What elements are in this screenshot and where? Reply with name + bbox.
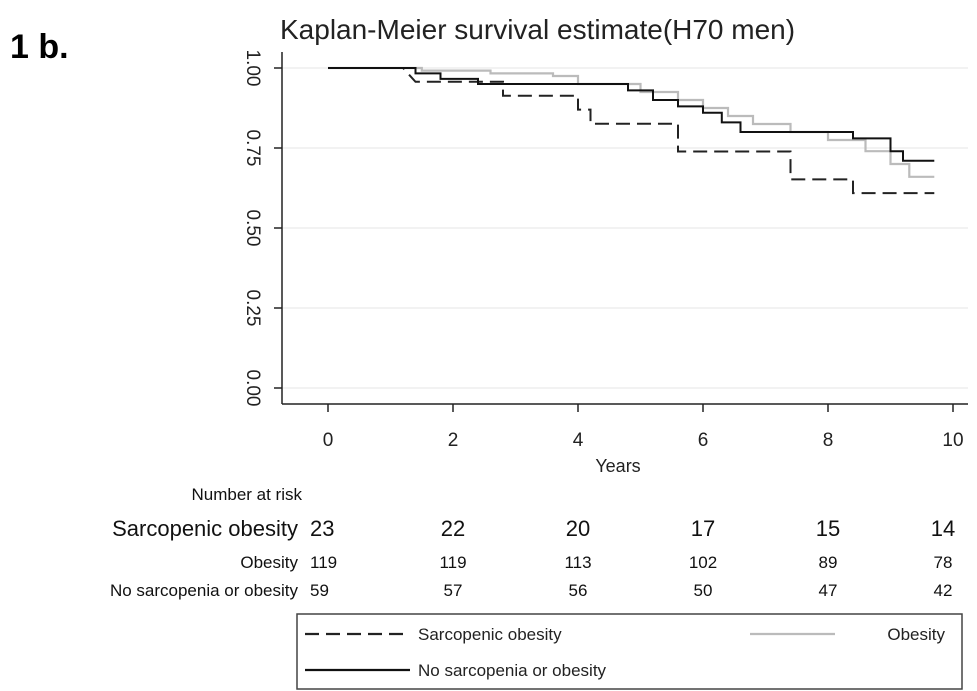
risk-value-1-0: 119: [310, 553, 337, 572]
y-tick-label-1: 0.25: [242, 290, 263, 327]
grid-layer: [282, 67, 968, 389]
risk-value-2-2: 56: [569, 581, 588, 600]
risk-value-2-1: 57: [444, 581, 463, 600]
legend-label-0: Sarcopenic obesity: [418, 625, 562, 644]
series-line-1: [328, 66, 935, 178]
x-axis-title: Years: [595, 456, 640, 476]
risk-value-1-2: 113: [564, 553, 591, 572]
x-tick-label-1: 2: [448, 430, 459, 451]
risk-value-1-1: 119: [439, 553, 466, 572]
risk-value-0-3: 17: [691, 516, 715, 541]
risk-table-title: Number at risk: [191, 485, 302, 504]
series-line-2: [328, 67, 935, 162]
x-tick-label-3: 6: [698, 430, 709, 451]
risk-value-0-5: 14: [931, 516, 955, 541]
y-tick-label-3: 0.75: [242, 130, 263, 167]
y-tick-label-2: 0.50: [242, 210, 263, 247]
series-layer: [328, 66, 935, 195]
risk-value-2-4: 47: [819, 581, 838, 600]
legend-label-1: Obesity: [887, 625, 945, 644]
risk-value-0-2: 20: [566, 516, 590, 541]
axis-layer: 0.00 0.25 0.50 0.75 1.00 0 2 4 6 8 10: [242, 50, 968, 451]
risk-row-label-1: Obesity: [240, 553, 298, 572]
legend: Sarcopenic obesity Obesity No sarcopenia o…: [296, 613, 963, 690]
x-tick-label-2: 4: [573, 430, 584, 451]
risk-value-2-3: 50: [694, 581, 713, 600]
series-line-0: [328, 67, 935, 195]
legend-label-2: No sarcopenia or obesity: [418, 661, 607, 680]
panel-label: 1 b.: [10, 28, 69, 66]
risk-value-1-5: 78: [934, 553, 953, 572]
x-tick-label-5: 10: [942, 430, 963, 451]
risk-value-0-4: 15: [816, 516, 840, 541]
x-tick-label-0: 0: [323, 430, 334, 451]
y-tick-label-0: 0.00: [242, 370, 263, 407]
risk-value-0-0: 23: [310, 516, 334, 541]
x-tick-label-4: 8: [823, 430, 834, 451]
legend-box: [296, 613, 963, 690]
risk-value-2-5: 42: [934, 581, 953, 600]
risk-value-1-4: 89: [819, 553, 838, 572]
y-tick-label-4: 1.00: [242, 50, 263, 87]
risk-value-1-3: 102: [689, 553, 717, 572]
risk-row-label-0: Sarcopenic obesity: [112, 516, 298, 541]
risk-value-0-1: 22: [441, 516, 465, 541]
number-at-risk-table: Number at risk Sarcopenic obesity 23 22 20 17…: [110, 485, 955, 600]
risk-row-label-2: No sarcopenia or obesity: [110, 581, 299, 600]
chart-title: Kaplan-Meier survival estimate(H70 men): [280, 14, 796, 45]
risk-value-2-0: 59: [310, 581, 329, 600]
